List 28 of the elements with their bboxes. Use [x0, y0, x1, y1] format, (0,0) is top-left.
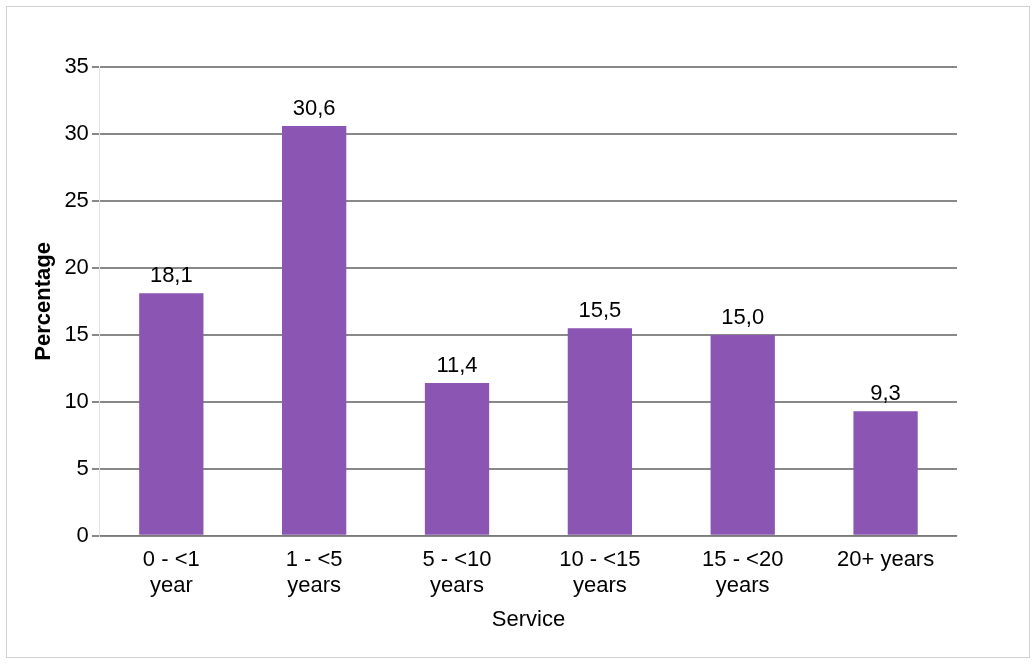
bar: [424, 383, 490, 535]
bar: [567, 328, 633, 535]
data-label: 15,0: [721, 303, 765, 329]
x-tick-label: 1 - <5 years: [285, 546, 343, 598]
x-tick-label: 5 - <10 years: [422, 546, 492, 598]
y-tick-label: 15: [64, 320, 89, 346]
data-label: 11,4: [436, 352, 478, 378]
x-tick-label: 10 - <15 years: [559, 546, 641, 598]
data-label: 18,1: [149, 262, 193, 288]
data-label: 15,5: [578, 297, 622, 323]
data-label: 9,3: [870, 380, 901, 406]
y-tick-label: 20: [64, 253, 89, 279]
bar: [139, 293, 204, 535]
x-tick-label: 15 - <20 years: [702, 546, 784, 598]
bar: [710, 334, 775, 535]
y-tick-label: 10: [64, 387, 89, 413]
y-tick-label: 25: [64, 187, 89, 213]
data-label: 30,6: [292, 95, 336, 120]
x-tick-label: 20+ years: [836, 546, 935, 572]
y-tick-label: 35: [64, 53, 89, 79]
y-tick-label: 0: [76, 521, 89, 547]
x-axis-title: Service: [491, 605, 566, 631]
y-tick-label: 30: [64, 120, 89, 146]
y-axis-title: Percentage: [30, 242, 56, 361]
bar: [282, 125, 347, 535]
bar: [853, 411, 918, 535]
x-tick-label: 0 - <1 year: [142, 546, 200, 598]
y-tick-label: 5: [76, 454, 89, 480]
